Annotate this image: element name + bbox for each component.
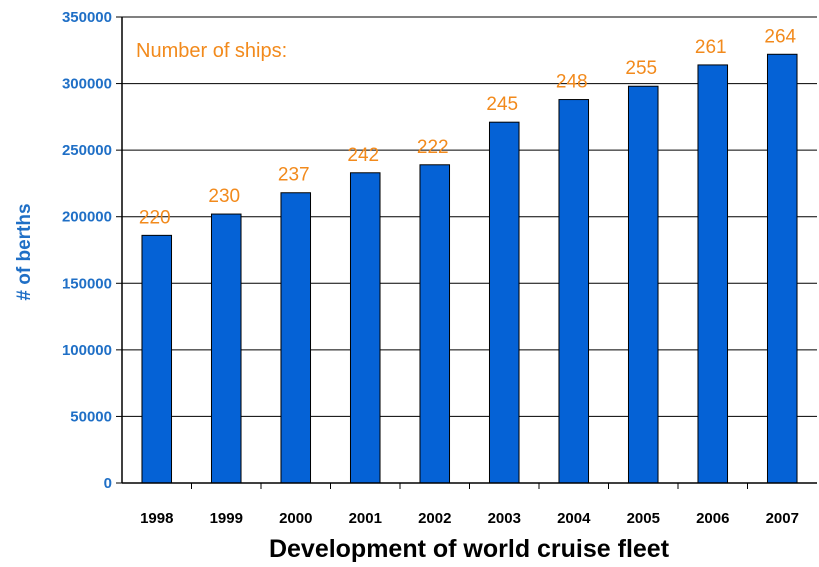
x-tick-label-2007: 2007 — [766, 510, 799, 527]
y-tick-label-350000: 350000 — [62, 9, 112, 26]
y-tick-label-100000: 100000 — [62, 342, 112, 359]
y-tick-labels: 0 50000 100000 150000 200000 250000 300000 3500… — [62, 9, 112, 492]
data-label-2000: 237 — [278, 165, 310, 186]
x-tick-label-2005: 2005 — [627, 510, 660, 527]
x-tick-label-2003: 2003 — [488, 510, 521, 527]
y-tick-label-250000: 250000 — [62, 142, 112, 159]
y-tick-label-150000: 150000 — [62, 275, 112, 292]
y-tick-label-0: 0 — [104, 475, 112, 492]
data-label-2007: 264 — [764, 26, 796, 47]
data-label-1999: 230 — [208, 186, 240, 207]
bar-1999 — [210, 213, 242, 484]
data-labels: 220 230 237 242 222 245 248 255 261 264 — [139, 26, 797, 228]
x-tick-label-2006: 2006 — [696, 510, 729, 527]
y-tick-label-300000: 300000 — [62, 76, 112, 93]
bar-1998 — [141, 234, 173, 484]
bar-2001 — [349, 172, 381, 484]
x-tick-label-2000: 2000 — [279, 510, 312, 527]
data-label-2005: 255 — [625, 58, 657, 79]
data-label-2006: 261 — [695, 37, 727, 58]
x-tick-label-1998: 1998 — [140, 510, 173, 527]
bar-2007 — [766, 53, 798, 484]
data-label-2001: 242 — [347, 145, 379, 166]
bar-2005 — [627, 85, 659, 484]
y-tick-label-200000: 200000 — [62, 209, 112, 226]
data-label-2003: 245 — [486, 94, 518, 115]
bar-2004 — [558, 99, 590, 484]
y-tick-label-50000: 50000 — [70, 408, 112, 425]
data-label-2002: 222 — [417, 137, 449, 158]
y-axis-label: # of berths — [14, 203, 35, 300]
ships-annotation: Number of ships: — [136, 40, 287, 62]
bars — [141, 53, 798, 484]
bar-2006 — [697, 64, 729, 484]
x-tick-label-2002: 2002 — [418, 510, 451, 527]
x-tick-label-2004: 2004 — [557, 510, 591, 527]
x-tick-label-2001: 2001 — [349, 510, 382, 527]
bar-2002 — [419, 164, 451, 484]
data-label-1998: 220 — [139, 207, 171, 228]
x-axis-label: Development of world cruise fleet — [269, 535, 670, 563]
bar-2000 — [280, 192, 312, 484]
bar-2003 — [488, 121, 520, 484]
x-tick-label-1999: 1999 — [210, 510, 243, 527]
data-label-2004: 248 — [556, 72, 588, 93]
x-tick-labels: 1998 1999 2000 2001 2002 2003 2004 2005 2006 2007 — [140, 510, 799, 527]
